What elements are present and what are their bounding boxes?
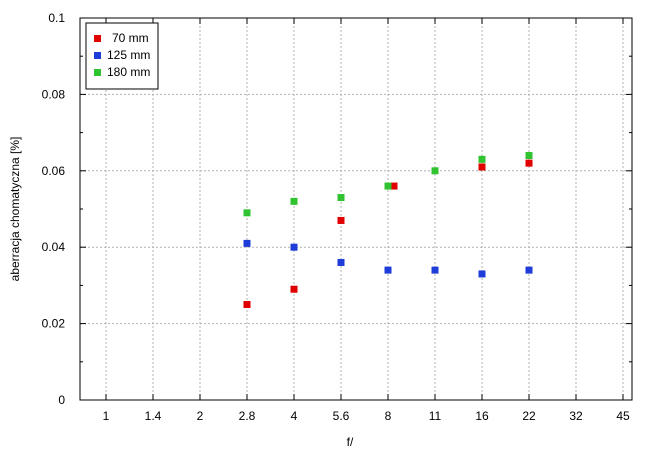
x-tick-label: 4 [291, 409, 298, 423]
y-tick-label: 0.08 [42, 87, 66, 101]
data-point [431, 266, 439, 274]
data-point [525, 266, 533, 274]
x-axis: 1 1.4 2 2.8 4 5.6 8 11 16 22 32 45 [103, 18, 630, 423]
plot-frame [79, 17, 633, 401]
data-point [478, 270, 486, 278]
data-point [243, 239, 251, 247]
data-point [243, 209, 251, 217]
x-tick-label: 5.6 [333, 409, 350, 423]
x-tick-label: 16 [475, 409, 489, 423]
legend-marker-180mm [94, 69, 101, 76]
data-point [525, 152, 533, 160]
y-tick-label: 0.02 [42, 317, 66, 331]
data-points [243, 152, 533, 308]
data-point [478, 163, 486, 171]
data-point [290, 285, 298, 293]
grid [80, 18, 632, 400]
y-tick-label: 0.06 [42, 164, 66, 178]
data-point [290, 243, 298, 251]
x-axis-label: f/ [347, 435, 354, 449]
x-tick-label: 2.8 [239, 409, 256, 423]
series-70mm [243, 159, 533, 308]
legend-entry-125mm: 125 mm [107, 48, 150, 62]
data-point [478, 155, 486, 163]
y-axis: 0 0.02 0.04 0.06 0.08 0.1 [42, 11, 632, 407]
legend-entry-180mm: 180 mm [107, 65, 150, 79]
legend-marker-125mm [94, 52, 101, 59]
x-tick-label: 45 [616, 409, 630, 423]
x-tick-label: 8 [385, 409, 392, 423]
y-tick-label: 0.1 [48, 11, 65, 25]
legend: 70 mm 125 mm 180 mm [85, 22, 159, 90]
data-point [384, 266, 392, 274]
data-point [384, 182, 392, 190]
data-point [390, 182, 398, 190]
y-tick-label: 0.04 [42, 240, 66, 254]
legend-marker-70mm [94, 35, 101, 42]
y-axis-label: aberracja chomatyczna [%] [8, 137, 22, 282]
x-tick-label: 11 [429, 409, 442, 423]
series-180mm [243, 152, 533, 217]
series-125mm [243, 239, 533, 278]
data-point [337, 216, 345, 224]
x-tick-label: 1 [103, 409, 110, 423]
y-tick-label: 0 [58, 393, 65, 407]
data-point [243, 301, 251, 308]
x-tick-label: 22 [522, 409, 536, 423]
data-point [431, 167, 439, 175]
x-tick-label: 32 [569, 409, 583, 423]
data-point [337, 194, 345, 202]
x-tick-label: 1.4 [145, 409, 162, 423]
data-point [337, 258, 345, 266]
legend-entry-70mm: 70 mm [112, 31, 149, 45]
data-point [525, 159, 533, 167]
data-point [290, 197, 298, 205]
x-tick-label: 2 [197, 409, 204, 423]
